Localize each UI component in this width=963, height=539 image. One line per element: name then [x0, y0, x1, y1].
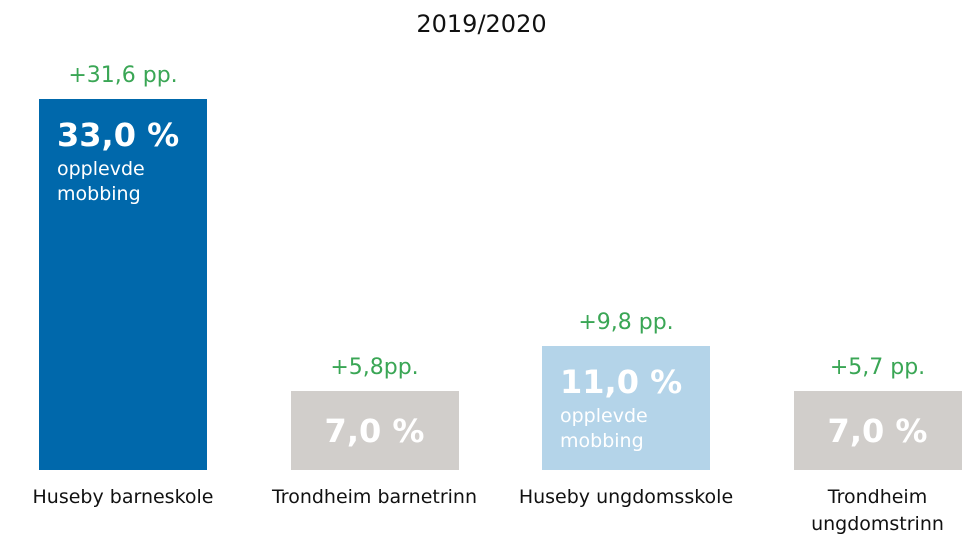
bar: 7,0 %: [793, 391, 962, 470]
value-label: 7,0 %: [324, 411, 425, 450]
bar: 33,0 % opplevde mobbing: [39, 99, 207, 470]
annotation: +5,8pp.: [330, 355, 419, 381]
annotation: +9,8 pp.: [578, 310, 674, 336]
bar-note: opplevde mobbing: [57, 158, 145, 205]
bar: 11,0 % opplevde mobbing: [542, 346, 710, 470]
x-tick-label: Trondheim barnetrinn: [271, 486, 478, 508]
x-tick-label: Trondheim ungdomstrinn: [811, 486, 944, 535]
x-tick-label: Huseby barneskole: [32, 486, 214, 508]
value-label: 11,0 %: [560, 363, 683, 402]
chart-title: 2019/2020: [416, 10, 547, 38]
bar: 7,0 %: [290, 391, 459, 470]
annotation: +31,6 pp.: [68, 63, 178, 88]
x-tick-label: Huseby ungdomsskole: [518, 486, 734, 508]
value-label: 7,0 %: [827, 411, 928, 450]
bar-note: opplevde mobbing: [560, 405, 648, 453]
value-label: 33,0 %: [57, 116, 180, 154]
annotation: +5,7 pp.: [829, 355, 926, 381]
